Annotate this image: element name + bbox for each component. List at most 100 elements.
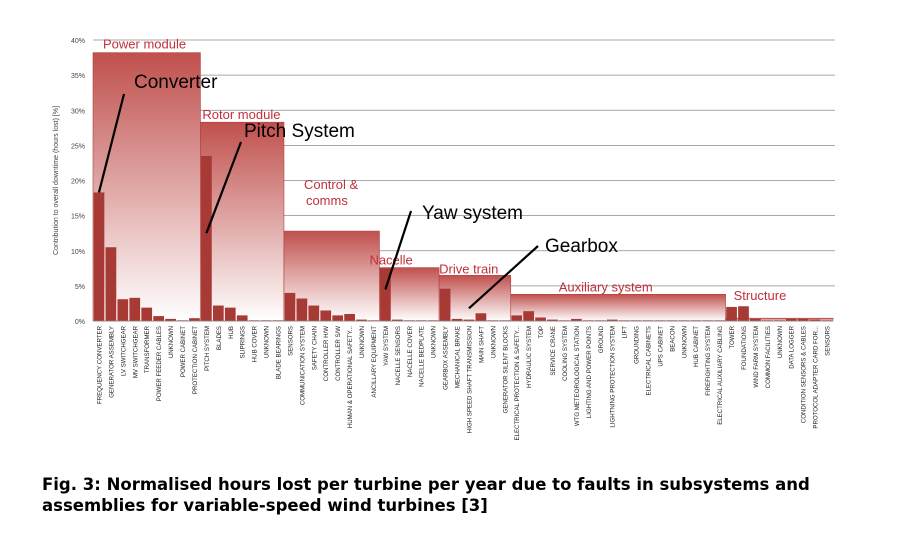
x-tick-label: WTG METEOROLOGICAL STATION — [574, 326, 581, 426]
x-tick-label: UNKNOWN — [681, 326, 688, 358]
bar — [356, 319, 367, 321]
bar — [201, 155, 212, 321]
x-tick-label: HUMAN & OPERATIONAL SAFETY... — [347, 326, 354, 428]
bar — [93, 192, 105, 321]
x-tick-label: UNKNOWN — [431, 326, 438, 358]
bar — [332, 315, 344, 321]
y-tick-label: 15% — [71, 214, 85, 221]
annotation-label: Gearbox — [545, 236, 618, 257]
x-tick-label: GENERATOR ASSEMBLY — [108, 326, 115, 398]
x-tick-label: ELECTRICAL CABINETS — [646, 326, 653, 396]
x-tick-label: MECHANICAL BRAKE — [455, 326, 462, 388]
bar — [153, 316, 165, 321]
y-tick-label: 25% — [71, 143, 85, 150]
annotation-pointer — [468, 245, 539, 310]
x-tick-label: POWER CABINET — [180, 326, 187, 377]
bar — [129, 297, 141, 321]
x-tick-label: CONDITION SENSORS & CABLES — [801, 326, 808, 423]
x-tick-label: DATA LOGGER — [789, 325, 796, 368]
x-tick-label: SAFETY CHAIN — [311, 326, 318, 370]
x-tick-label: UNKNOWN — [264, 326, 271, 358]
y-tick-label: 10% — [71, 249, 85, 256]
annotation-pointer — [384, 210, 413, 290]
bar — [797, 318, 809, 321]
x-tick-label: TOWER — [729, 325, 736, 348]
group-bar — [200, 121, 285, 322]
bar — [809, 319, 821, 321]
x-tick-label: MAIN SHAFT — [478, 326, 485, 363]
x-tick-label: TOP — [538, 326, 545, 338]
annotation-pointer — [205, 141, 243, 234]
bar — [236, 315, 248, 321]
annotations: Converter Pitch System Yaw system Gearbox — [97, 72, 618, 310]
detail-bars — [93, 155, 833, 321]
bar — [296, 298, 308, 321]
chart: 0% 5% 10% 15% 20% 25% 30% 35% 40% Contribution to… — [53, 37, 835, 440]
group-label: Drive train — [439, 261, 498, 276]
x-tick-label: LIGHTNING PROTECTION SYSTEM — [610, 326, 617, 428]
labels: Power module Rotor module Control & comms Na… — [103, 37, 786, 304]
x-tick-label: SERVICE CRANE — [550, 326, 557, 376]
x-tick-label: PROTOCOL ADAPTER CARD FOR... — [813, 326, 820, 429]
bar — [475, 313, 487, 321]
x-tick-label: NACELLE BEDPLATE — [419, 326, 426, 387]
bar — [738, 306, 749, 321]
x-tick-label: FOUNDATIONS — [741, 326, 748, 370]
bar — [189, 318, 200, 321]
bar — [463, 319, 475, 321]
group-label: Rotor module — [202, 107, 280, 122]
x-tick-label: UNKNOWN — [777, 326, 784, 358]
x-tick-label: UNKNOWN — [168, 326, 175, 358]
x-tick-label: HUB — [228, 326, 235, 339]
x-tick-label: NACELLE COVER — [407, 325, 414, 377]
y-tick-label: 40% — [71, 38, 85, 45]
x-tick-label: CONTROLLER H/W — [323, 326, 330, 381]
annotation-label: Converter — [134, 72, 218, 93]
bar — [523, 311, 535, 321]
y-tick-label: 35% — [71, 73, 85, 80]
x-tick-label: CONTROLLER S/W — [335, 326, 342, 381]
annotation-pointer — [97, 93, 126, 193]
x-tick-label: COMMUNICATION SYSTEM — [299, 326, 306, 405]
figure-caption: Fig. 3: Normalised hours lost per turbin… — [42, 475, 810, 515]
bar — [750, 318, 761, 321]
x-tick-label: COOLING SYSTEM — [562, 326, 569, 381]
x-tick-label: UNKNOWN — [490, 326, 497, 358]
x-tick-label: HUB COVER — [252, 325, 259, 362]
bar — [165, 318, 176, 321]
x-tick-label: COMMON FACILITIES — [765, 326, 772, 388]
x-tick-label: GENERATOR SILENT BLOCKS — [502, 326, 509, 413]
group-label: Auxiliary system — [559, 279, 653, 294]
bar — [141, 307, 153, 321]
bar — [726, 306, 737, 321]
x-tick-label: HYDRAULIC SYSTEM — [526, 326, 533, 388]
bar — [105, 247, 117, 321]
bar — [785, 318, 797, 321]
x-tick-label: FIREFIGHTING SYSTEM — [705, 326, 712, 396]
x-tick-label: FREQUENCY CONVERTER — [96, 325, 103, 404]
x-tick-label: MV SWITCHGEAR — [132, 325, 139, 378]
bar — [212, 305, 224, 321]
bar — [320, 310, 332, 321]
x-tick-label: POWER FEEDER CABLES — [156, 326, 163, 401]
x-tick-label: LV SWITCHGEAR — [120, 325, 127, 376]
bar — [391, 319, 403, 321]
x-tick-label: TRANSFORMER — [144, 325, 151, 373]
x-tick-label: SENSORS — [287, 326, 294, 356]
bar — [451, 318, 463, 321]
x-tick-label: LIGHTING AND POWER POINTS — [586, 326, 593, 418]
x-tick-label: PITCH SYSTEM — [204, 326, 211, 371]
x-tick-label: UPS CABINET — [657, 326, 664, 367]
annotation-label: Pitch System — [244, 121, 355, 142]
x-tick-label: HIGH SPEED SHAFT TRANSMISSION — [466, 326, 473, 433]
group-label: Power module — [103, 37, 186, 52]
x-tick-label: BEACON — [669, 326, 676, 352]
x-tick-label: GEARBOX ASSEMBLY — [443, 326, 450, 390]
group-label: Control & comms — [304, 177, 359, 208]
y-tick-label: 20% — [71, 179, 85, 186]
y-tick-label: 5% — [75, 284, 85, 291]
x-tick-label: GROUNDING — [634, 326, 641, 364]
annotation-label: Yaw system — [422, 203, 523, 224]
bar — [284, 292, 296, 321]
bar — [571, 318, 582, 321]
